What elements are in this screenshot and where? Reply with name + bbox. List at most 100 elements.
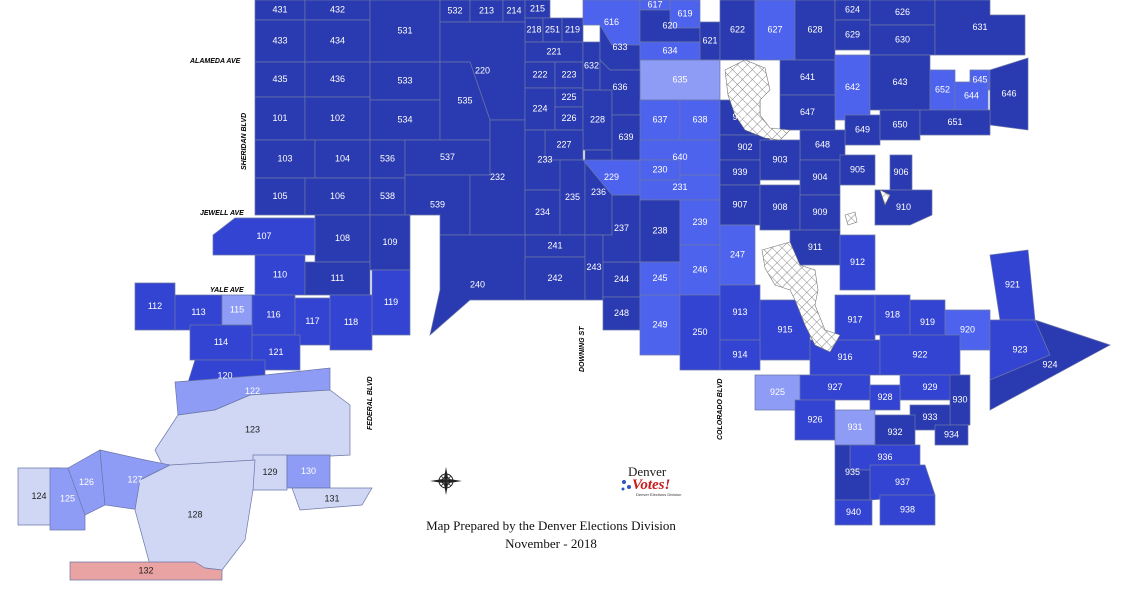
precinct-label-106: 106: [330, 191, 345, 201]
precinct-label-536: 536: [380, 153, 395, 163]
precinct-label-904: 904: [812, 172, 827, 182]
precinct-label-648: 648: [815, 139, 830, 149]
excluded-areas: [724, 59, 891, 353]
precinct-label-643: 643: [892, 77, 907, 87]
precinct-shape-905[interactable]: [839, 154, 876, 186]
precinct-shape-938[interactable]: [879, 494, 936, 526]
precinct-label-434: 434: [330, 35, 345, 45]
precinct-label-537: 537: [440, 152, 455, 162]
precinct-shape-650[interactable]: [879, 109, 921, 141]
precinct-label-646: 646: [1001, 88, 1016, 98]
precinct-label-932: 932: [887, 427, 902, 437]
precinct-label-112: 112: [148, 301, 162, 311]
precinct-label-914: 914: [732, 349, 747, 359]
precinct-shape-912[interactable]: [839, 234, 876, 291]
precinct-labels: 431 432 433 434 531 532 213 214 215 218 251 219 221 4…: [31, 0, 1057, 575]
precinct-label-239: 239: [692, 217, 707, 227]
precinct-label-937: 937: [895, 477, 910, 487]
precinct-shape-928[interactable]: [869, 384, 901, 411]
precinct-label-644: 644: [964, 90, 979, 100]
precinct-label-116: 116: [266, 309, 280, 319]
precinct-label-917: 917: [847, 314, 862, 324]
precinct-label-249: 249: [652, 319, 667, 329]
precinct-shape-118[interactable]: [329, 294, 373, 351]
street-label-alameda: ALAMEDA AVE: [189, 58, 241, 65]
precinct-shape-631[interactable]: [934, 0, 1026, 56]
precinct-label-621: 621: [702, 35, 717, 45]
precinct-shape-132[interactable]: [69, 561, 223, 581]
precinct-label-436: 436: [330, 74, 345, 84]
precinct-shape-123[interactable]: [154, 389, 351, 471]
precinct-label-124: 124: [31, 491, 46, 501]
precinct-shape-646[interactable]: [989, 57, 1029, 131]
precinct-label-109: 109: [382, 237, 397, 247]
precinct-shape-914[interactable]: [719, 339, 761, 371]
precinct-label-214: 214: [506, 5, 521, 15]
precinct-label-215: 215: [530, 3, 545, 13]
precinct-label-223: 223: [561, 69, 576, 79]
precinct-label-935: 935: [845, 467, 860, 477]
precinct-label-539: 539: [430, 199, 445, 209]
precinct-shape-940[interactable]: [834, 499, 873, 526]
precinct-label-219: 219: [565, 24, 580, 34]
precinct-label-534: 534: [397, 114, 412, 124]
precinct-label-221: 221: [546, 46, 561, 56]
precinct-shape-651[interactable]: [919, 109, 991, 136]
precinct-label-103: 103: [277, 153, 292, 163]
street-label-sheridan: SHERIDAN BLVD: [241, 113, 248, 170]
precinct-label-123: 123: [245, 424, 260, 434]
precinct-label-108: 108: [335, 233, 350, 243]
precinct-shape-128[interactable]: [134, 459, 256, 571]
precinct-label-901: 901: [732, 112, 747, 122]
precinct-label-238: 238: [652, 225, 667, 235]
precinct-label-132: 132: [138, 565, 153, 575]
precinct-shape-131[interactable]: [291, 487, 373, 511]
precinct-label-924: 924: [1042, 359, 1057, 369]
precinct-label-933: 933: [922, 412, 937, 422]
precinct-label-626: 626: [895, 7, 910, 17]
precinct-label-101: 101: [272, 113, 287, 123]
precinct-label-938: 938: [900, 504, 915, 514]
precinct-label-224: 224: [532, 103, 547, 113]
precinct-label-228: 228: [590, 114, 605, 124]
precinct-label-120: 120: [217, 370, 232, 380]
precinct-shape-119[interactable]: [371, 269, 411, 336]
precinct-label-647: 647: [800, 107, 815, 117]
precinct-shape-240[interactable]: [429, 234, 526, 336]
precinct-label-906: 906: [893, 167, 908, 177]
precinct-label-931: 931: [847, 422, 862, 432]
precinct-label-633: 633: [612, 42, 627, 52]
precinct-label-918: 918: [885, 309, 900, 319]
precinct-label-218: 218: [526, 24, 541, 34]
precinct-shape-910[interactable]: [874, 189, 933, 226]
precinct-label-538: 538: [380, 191, 395, 201]
precinct-label-227: 227: [556, 139, 571, 149]
precinct-label-125: 125: [60, 493, 75, 503]
precinct-label-920: 920: [960, 324, 975, 334]
precinct-label-652: 652: [935, 84, 950, 94]
precinct-label-222: 222: [532, 69, 547, 79]
precinct-label-114: 114: [214, 337, 228, 347]
precinct-label-919: 919: [920, 317, 935, 327]
street-label-downing: DOWNING ST: [579, 326, 586, 372]
precinct-label-104: 104: [335, 153, 350, 163]
precinct-label-925: 925: [770, 387, 785, 397]
precinct-shape-934[interactable]: [934, 424, 969, 446]
precinct-label-231: 231: [672, 182, 687, 192]
precinct-label-111: 111: [331, 273, 345, 283]
precinct-label-913: 913: [732, 307, 747, 317]
precinct-label-235: 235: [565, 192, 580, 202]
excluded-area-hatch: [844, 211, 858, 226]
precinct-label-225: 225: [561, 92, 576, 102]
precinct-label-636: 636: [612, 82, 627, 92]
caption-line-1: Map Prepared by the Denver Elections Div…: [426, 518, 676, 533]
caption-line-2: November - 2018: [505, 536, 597, 551]
precinct-label-243: 243: [586, 262, 601, 272]
logo-star-icon: [627, 485, 631, 489]
precinct-shape-924[interactable]: [989, 319, 1111, 411]
precinct-label-121: 121: [268, 347, 283, 357]
precinct-label-122: 122: [245, 386, 260, 396]
precinct-label-639: 639: [618, 132, 633, 142]
precinct-label-251: 251: [545, 24, 560, 34]
